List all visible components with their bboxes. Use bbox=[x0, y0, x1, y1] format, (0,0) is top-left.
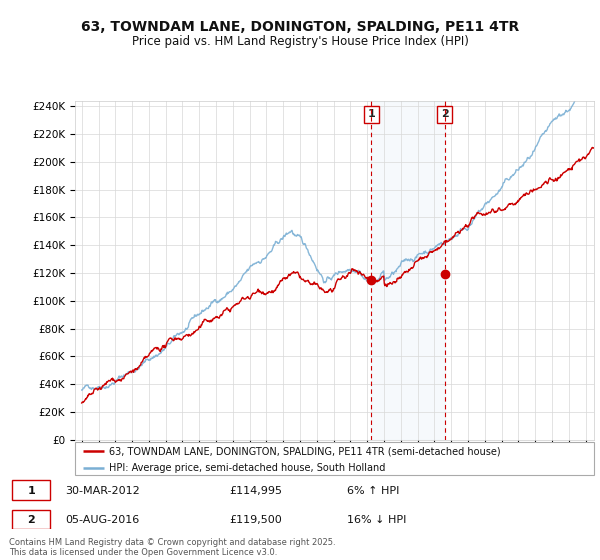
Text: 63, TOWNDAM LANE, DONINGTON, SPALDING, PE11 4TR: 63, TOWNDAM LANE, DONINGTON, SPALDING, P… bbox=[81, 20, 519, 34]
Text: Price paid vs. HM Land Registry's House Price Index (HPI): Price paid vs. HM Land Registry's House … bbox=[131, 35, 469, 48]
Text: 2: 2 bbox=[28, 515, 35, 525]
FancyBboxPatch shape bbox=[75, 442, 594, 475]
Text: 6% ↑ HPI: 6% ↑ HPI bbox=[347, 486, 400, 496]
Text: 30-MAR-2012: 30-MAR-2012 bbox=[65, 486, 140, 496]
Bar bbox=[371, 101, 445, 440]
Text: 2: 2 bbox=[440, 109, 448, 119]
Text: HPI: Average price, semi-detached house, South Holland: HPI: Average price, semi-detached house,… bbox=[109, 463, 385, 473]
Text: 1: 1 bbox=[368, 109, 376, 119]
Text: 05-AUG-2016: 05-AUG-2016 bbox=[65, 515, 139, 525]
Text: Contains HM Land Registry data © Crown copyright and database right 2025.
This d: Contains HM Land Registry data © Crown c… bbox=[9, 538, 335, 557]
FancyBboxPatch shape bbox=[12, 480, 50, 500]
Text: 63, TOWNDAM LANE, DONINGTON, SPALDING, PE11 4TR (semi-detached house): 63, TOWNDAM LANE, DONINGTON, SPALDING, P… bbox=[109, 446, 500, 456]
Text: 16% ↓ HPI: 16% ↓ HPI bbox=[347, 515, 406, 525]
FancyBboxPatch shape bbox=[12, 510, 50, 529]
Text: 1: 1 bbox=[28, 486, 35, 496]
Text: £119,500: £119,500 bbox=[229, 515, 282, 525]
Text: £114,995: £114,995 bbox=[229, 486, 283, 496]
